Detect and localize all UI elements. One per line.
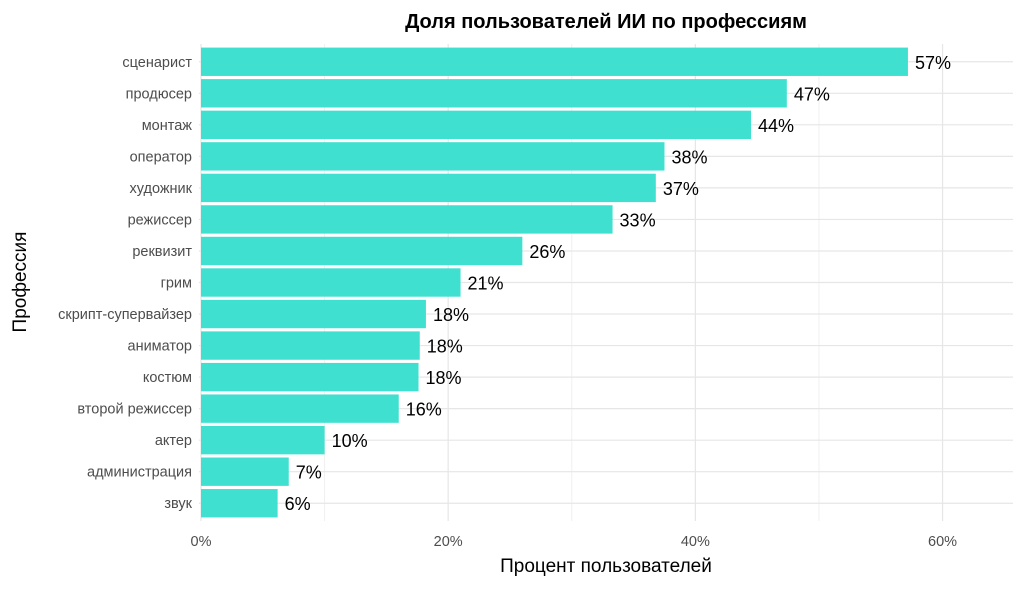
y-tick-labels: сценарист продюсер монтаж оператор художник р… (58, 55, 193, 512)
x-tick-label: 0% (191, 534, 212, 550)
data-label: 44% (758, 116, 794, 136)
bar (201, 362, 419, 392)
data-labels: 57% 47%44% 38% 37% 33% 26% 21% 18% 18% 18% 16% 10% 7… (285, 53, 951, 514)
data-label: 6% (285, 494, 311, 514)
data-label: 18% (433, 305, 469, 325)
bar (201, 457, 289, 486)
bars (201, 47, 908, 518)
bar (201, 489, 278, 518)
y-tick-label: сценарист (122, 55, 192, 71)
y-tick-label: актер (155, 433, 192, 449)
y-tick-label: художник (129, 181, 192, 197)
y-tick-label: грим (161, 276, 192, 292)
data-label: 26% (529, 242, 565, 262)
data-label: 18% (427, 337, 463, 357)
data-label: 37% (663, 179, 699, 199)
y-tick-label: звук (164, 496, 192, 512)
bar (201, 331, 420, 360)
y-tick-label: скрипт-супервайзер (58, 307, 192, 323)
bar (201, 394, 399, 423)
data-label: 10% (332, 431, 368, 451)
x-tick-labels: 0% 20% 40% 60% (191, 534, 958, 550)
y-tick-label: администрация (87, 465, 192, 481)
bar (201, 173, 656, 203)
y-tick-label: костюм (143, 370, 192, 386)
bar (201, 142, 665, 171)
data-label: 21% (468, 274, 504, 294)
y-tick-label: продюсер (126, 86, 192, 102)
bar (201, 268, 461, 297)
bar (201, 110, 751, 140)
bar (201, 425, 325, 455)
bar (201, 236, 523, 266)
x-tick-label: 20% (434, 534, 463, 550)
y-tick-label: аниматор (128, 339, 193, 355)
data-label: 47% (794, 84, 830, 104)
x-tick-label: 40% (681, 534, 710, 550)
data-label: 57% (915, 53, 951, 73)
y-tick-label: реквизит (132, 244, 192, 260)
data-label: 7% (296, 463, 322, 483)
bar (201, 47, 908, 76)
bar (201, 79, 787, 108)
data-label: 38% (671, 147, 707, 167)
x-tick-label: 60% (928, 534, 957, 550)
chart-title: Доля пользователей ИИ по профессиям (405, 11, 807, 33)
y-tick-label: оператор (130, 149, 192, 165)
y-tick-label: второй режиссер (77, 402, 192, 418)
data-label: 18% (426, 368, 462, 388)
x-axis-title: Процент пользователей (500, 556, 712, 577)
bar (201, 205, 613, 234)
y-tick-label: монтаж (142, 118, 193, 134)
y-tick-label: режиссер (128, 212, 192, 228)
data-label: 16% (406, 400, 442, 420)
bar (201, 299, 426, 329)
data-label: 33% (620, 210, 656, 230)
y-axis-title: Профессия (10, 232, 31, 333)
